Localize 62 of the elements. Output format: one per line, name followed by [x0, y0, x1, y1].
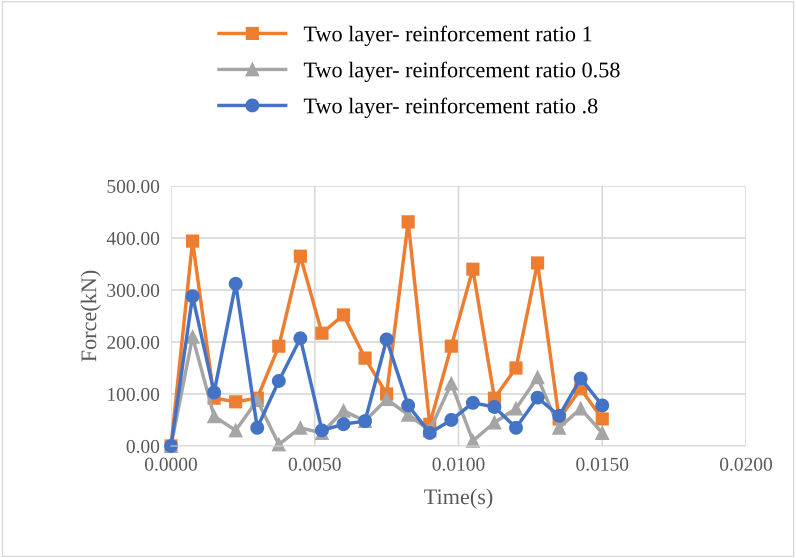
point	[186, 234, 200, 248]
point	[314, 423, 329, 438]
x-tick-label: 0.0150	[576, 458, 628, 471]
y-tick-label: 500.00	[108, 180, 160, 194]
point	[358, 352, 372, 365]
point	[272, 437, 286, 452]
point	[595, 398, 610, 412]
point	[487, 416, 502, 430]
point	[380, 332, 394, 346]
y-axis-title: Force(kN)	[80, 270, 101, 362]
point	[380, 392, 394, 406]
point	[552, 408, 566, 423]
x-tick-label: 0.0200	[720, 458, 772, 471]
point	[336, 404, 350, 418]
legend-label: Two layer- reinforcement ratio 1	[304, 26, 592, 46]
point	[250, 420, 264, 435]
point	[530, 256, 544, 270]
y-tick-label: 300.00	[107, 284, 160, 298]
point	[596, 412, 609, 426]
point	[228, 276, 243, 291]
point	[315, 326, 329, 340]
point	[487, 400, 502, 414]
point	[509, 361, 523, 375]
point	[574, 371, 588, 386]
point	[186, 289, 200, 304]
point	[207, 409, 222, 424]
point	[228, 423, 243, 438]
point	[336, 417, 350, 432]
point	[401, 398, 416, 412]
point	[272, 374, 286, 388]
legend-label: Two layer- reinforcement ratio .8	[304, 98, 598, 118]
point	[509, 420, 523, 435]
x-axis-title: Time(s)	[424, 488, 492, 509]
y-tick-label: 200.00	[107, 336, 160, 350]
x-tick-label: 0.0000	[145, 458, 197, 471]
point	[402, 215, 415, 228]
point	[595, 426, 610, 440]
y-tick-label: 0.00	[126, 440, 160, 454]
point	[444, 413, 458, 427]
x-tick-label: 0.0050	[288, 458, 341, 471]
point	[229, 395, 242, 408]
point	[422, 426, 437, 440]
point	[272, 340, 286, 353]
point	[444, 340, 458, 353]
point	[574, 402, 588, 416]
point	[294, 250, 307, 263]
point	[444, 376, 458, 391]
point	[552, 420, 566, 435]
y-tick-label: 100.00	[108, 388, 160, 402]
point	[530, 390, 545, 405]
point	[293, 331, 308, 346]
y-tick-label: 400.00	[106, 232, 160, 246]
point	[336, 308, 350, 322]
point	[186, 330, 200, 344]
point	[207, 385, 222, 400]
point	[509, 402, 523, 416]
point	[293, 420, 308, 435]
point	[466, 262, 480, 276]
point	[530, 370, 545, 384]
x-tick-label: 0.0100	[432, 458, 484, 471]
legend-label: Two layer- reinforcement ratio 0.58	[304, 62, 620, 82]
point	[466, 396, 480, 410]
